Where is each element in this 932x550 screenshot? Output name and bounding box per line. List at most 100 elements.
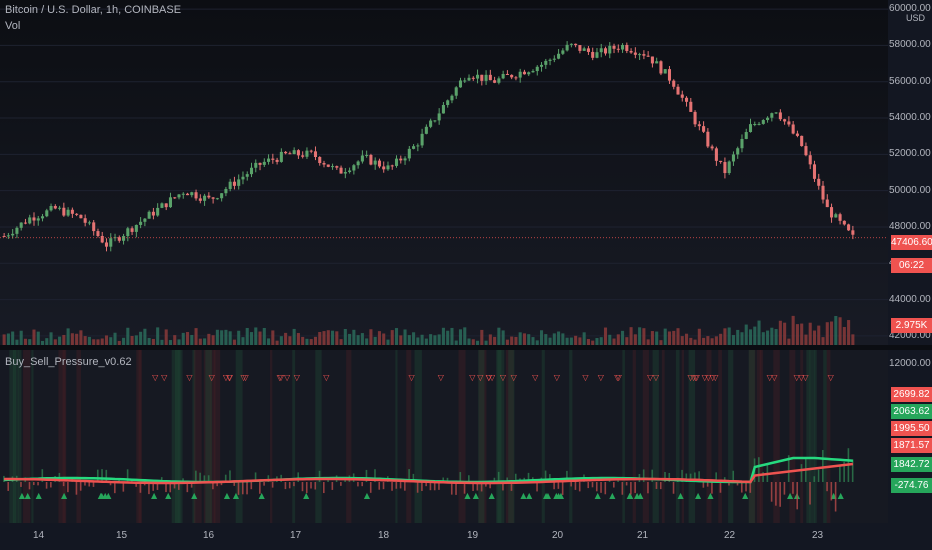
sell-marker: ▽ [277,373,284,382]
volume-bar [126,327,130,345]
candle-body [582,48,586,51]
volume-bar [493,336,497,345]
volume-bar [838,317,842,345]
pressure-bar [395,482,398,489]
volume-bar [821,337,825,345]
pressure-bar [706,482,709,487]
volume-bar [62,334,66,345]
pressure-bar [796,482,799,510]
volume-bar [697,328,701,345]
buy-marker: ▲ [543,491,550,500]
volume-bar [343,329,347,345]
volume-bar [804,334,808,345]
volume-bar [561,333,565,345]
volume-bar [625,337,629,345]
volume-bar [531,337,535,345]
volume-label[interactable]: Vol [5,20,21,32]
buy-marker: ▲ [489,491,496,500]
sell-marker: ▽ [438,373,445,382]
buy-marker: ▲ [838,491,845,500]
volume-bar [339,339,343,345]
volume-bar [352,329,356,345]
price-pane[interactable] [0,0,888,345]
volume-bar [710,338,714,345]
buy-marker: ▲ [19,491,26,500]
pane-divider[interactable] [0,345,932,350]
volume-bar [416,337,420,345]
volume-bar [87,336,91,345]
volume-bar [109,337,113,345]
pressure-band [789,350,796,523]
pressure-bar [365,469,368,482]
candle-body [493,80,497,83]
pressure-bar [288,482,291,489]
pressure-band [478,350,487,523]
candle-body [727,161,731,174]
volume-bar [356,335,360,345]
time-tick-label: 22 [724,530,736,541]
symbol-title[interactable]: Bitcoin / U.S. Dollar, 1h, COINBASE [5,4,182,16]
candle-body [847,224,851,231]
pressure-bar [723,477,726,482]
volume-bar [96,339,100,345]
price-tick-label: 50000.00 [889,184,931,196]
candle-body [267,158,271,162]
volume-bar [6,333,10,345]
pressure-bar [3,475,5,482]
candle-body [437,113,441,121]
pressure-bar [105,469,108,482]
volume-bar [463,327,467,345]
volume-bar [245,327,249,345]
pressure-band [814,350,817,523]
volume-bar [305,338,309,345]
candle-body [245,174,249,177]
candle-body [787,121,791,125]
candle-body [548,59,552,61]
pressure-bar [715,472,717,482]
candle-body [770,113,774,118]
pressure-bar [502,482,504,491]
pressure-bar [32,482,35,486]
pressure-bar [220,482,223,486]
candle-body [574,43,578,46]
candle-body [258,162,262,165]
volume-bar [386,339,390,345]
candle-body [603,48,608,54]
candle-body [96,231,100,236]
pressure-band [62,350,67,523]
pressure-band [395,350,398,523]
candle-body [40,216,45,219]
volume-bar [719,333,723,345]
volume-bar [309,339,313,345]
pressure-bar [493,477,496,482]
pressure-bar [165,482,167,493]
volume-bar [757,320,761,345]
candle-body [424,126,428,134]
sell-marker: ▽ [647,373,654,382]
candle-body [851,230,855,235]
volume-bar [130,336,134,345]
candle-body [156,207,160,216]
indicator-title[interactable]: Buy_Sell_Pressure_v0.62 [5,356,132,368]
price-tick-label: 60000.00 [889,3,931,15]
time-tick-label: 18 [378,530,390,541]
pressure-bar [702,482,705,488]
volume-bar [70,333,74,345]
volume-bar [66,328,70,345]
buy-marker: ▲ [637,491,644,500]
pressure-bar [732,470,735,482]
pressure-band [806,350,811,523]
volume-bar [382,333,386,345]
candle-body [557,53,561,59]
time-tick-label: 23 [812,530,824,541]
candle-body [612,45,616,49]
pressure-bar [553,482,555,490]
pressure-bar [446,477,449,482]
candle-body [514,77,518,79]
pressure-band [496,350,502,523]
sell-marker: ▽ [702,373,709,382]
pressure-band [12,350,16,523]
sell-marker: ▽ [614,373,621,382]
indicator-pane[interactable] [0,350,888,523]
